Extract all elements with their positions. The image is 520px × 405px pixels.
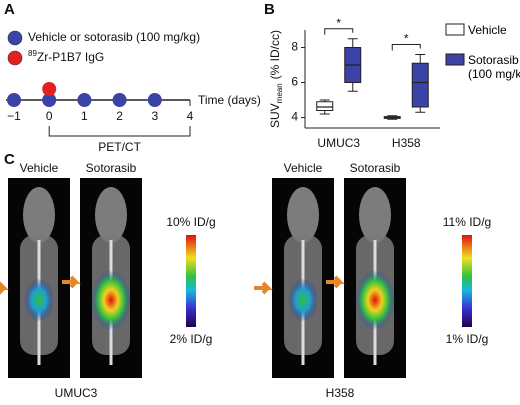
panel-letter: C [4,151,15,168]
group-label: UMUC3 [55,386,98,400]
time-label: Time (days) [198,93,261,107]
day-label: 4 [187,109,194,123]
y-tick-label: 8 [291,40,298,54]
significance-label: * [336,16,341,30]
tumor-arrow [62,275,81,289]
uptake [91,270,131,330]
panel-letter: B [264,1,275,18]
tumor-arrow [254,281,273,295]
panel-letter: A [4,1,15,18]
pet-bracket [48,126,191,137]
condition-label: Vehicle [20,161,59,175]
day-label: 2 [116,109,123,123]
box [316,101,334,111]
scale-min: 1% ID/g [446,332,489,346]
condition-label: Vehicle [284,161,323,175]
body-outline [95,187,127,243]
significance-label: * [404,32,409,46]
legend-swatch [445,23,465,36]
color-scale [462,235,472,327]
scale-min: 2% ID/g [170,332,213,346]
y-label-main: SUV [268,103,282,128]
dose-dot [112,93,127,107]
tumor-arrow [0,281,9,295]
body-outline [359,187,391,243]
dose-dot [42,93,57,107]
y-tick-label: 6 [291,75,298,89]
x-tick-label: H358 [392,136,421,150]
day-label: 0 [46,109,53,123]
uptake [355,270,395,330]
dose-dot [147,93,162,107]
imaging-label: PET/CT [98,140,141,154]
legend-text: Vehicle or sotorasib (100 mg/kg) [28,30,200,44]
box [411,62,429,108]
day-label: 3 [151,109,158,123]
legend-text: 89Zr-P1B7 IgG [28,49,104,64]
y-axis-label: SUVmean (% ID/cc) [268,30,284,128]
condition-label: Sotorasib [86,161,137,175]
day-label: −1 [7,109,21,123]
condition-label: Sotorasib [350,161,401,175]
tumor-arrow [326,275,345,289]
y-label-unit: (% ID/cc) [268,30,282,79]
dose-dot [77,93,92,107]
legend-label: Vehicle or sotorasib (100 mg/kg) [28,30,200,44]
uptake [24,278,54,322]
significance-bracket [324,28,354,35]
legend-swatch [445,53,465,66]
tracer-dot [42,82,57,96]
scale-max: 10% ID/g [166,215,215,229]
y-tick-label: 4 [291,110,298,124]
superscript: 89 [28,49,37,58]
uptake [288,278,318,322]
scale-max: 11% ID/g [443,215,491,229]
body-outline [23,187,55,243]
group-label: H358 [326,386,355,400]
legend-label: Sotorasib (100 mg/kg) [468,53,520,81]
legend-dot [7,50,23,66]
x-tick-label: UMUC3 [317,136,360,150]
day-label: 1 [81,109,88,123]
body-outline [287,187,319,243]
color-scale [186,235,196,327]
legend-dot [7,30,23,46]
significance-bracket [391,44,421,51]
y-label-sub: mean [275,83,284,103]
legend-label: Zr-P1B7 IgG [37,50,104,64]
dose-dot [7,93,21,107]
legend-label: Vehicle [468,23,507,37]
